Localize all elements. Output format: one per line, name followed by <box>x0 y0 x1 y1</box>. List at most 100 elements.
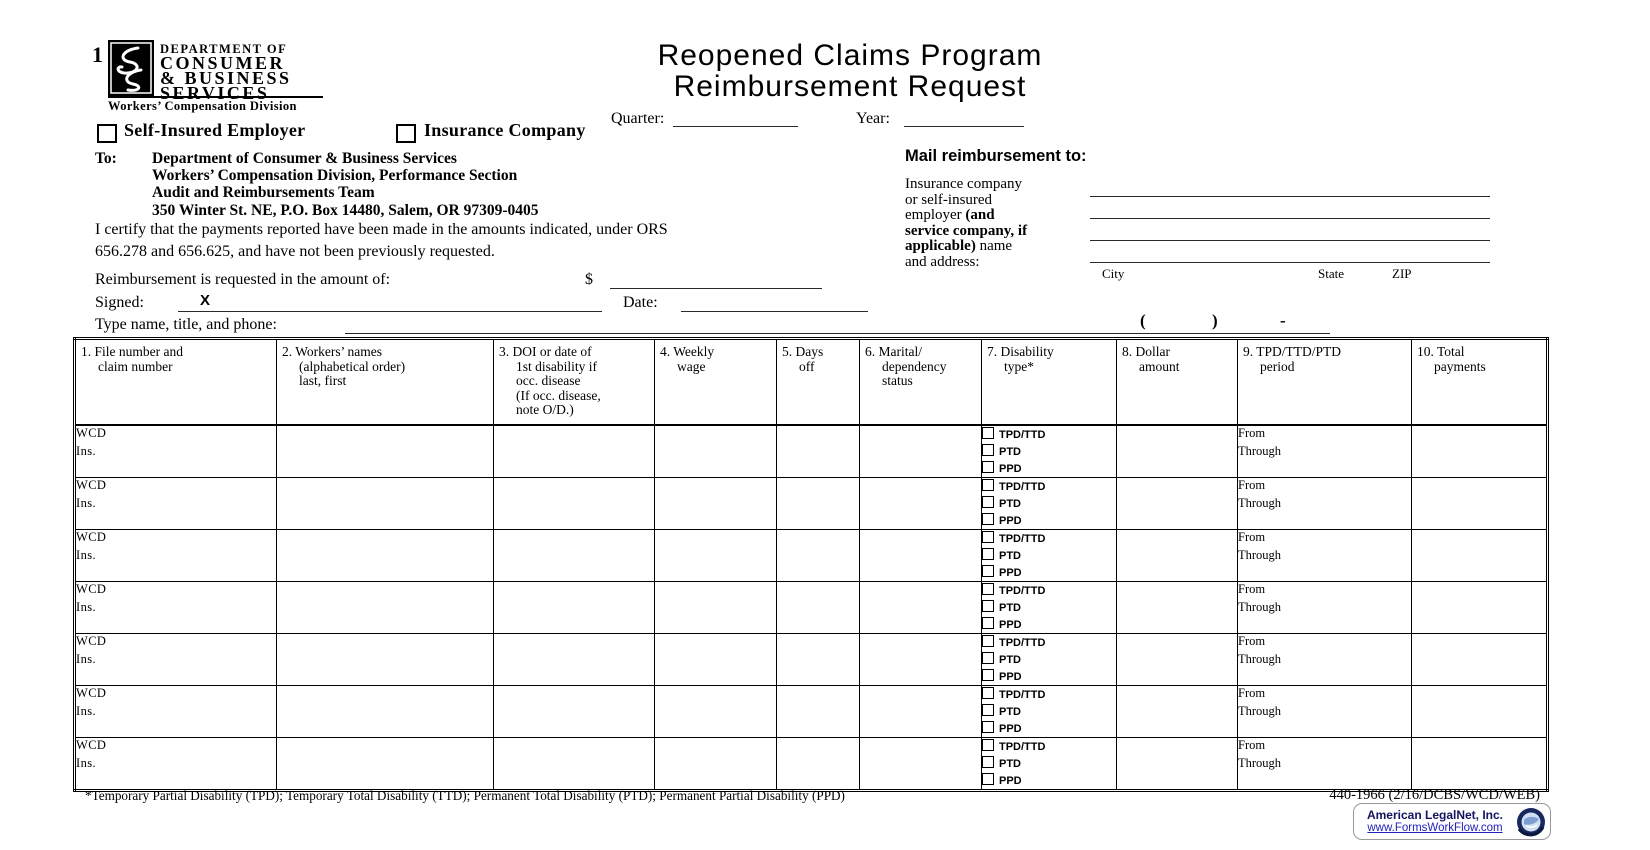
cell-file-number[interactable]: WCD Ins. <box>74 684 277 738</box>
amount-input-line[interactable] <box>610 271 822 289</box>
cell-file-number[interactable]: WCD Ins. <box>74 424 277 478</box>
cell-marital-status[interactable] <box>859 476 982 530</box>
cell-file-number[interactable]: WCD Ins. <box>74 580 277 634</box>
cell-period[interactable]: From Through <box>1237 736 1412 791</box>
tpd-ttd-checkbox[interactable] <box>982 634 994 647</box>
mail-address-line-3[interactable] <box>1090 240 1490 241</box>
year-input-line[interactable] <box>904 126 1024 127</box>
cell-period[interactable]: From Through <box>1237 528 1412 582</box>
cell-days-off[interactable] <box>776 528 860 582</box>
cell-days-off[interactable] <box>776 632 860 686</box>
cell-dollar-amount[interactable] <box>1116 580 1238 634</box>
cell-weekly-wage[interactable] <box>654 528 777 582</box>
ppd-checkbox[interactable] <box>982 616 994 629</box>
ptd-checkbox[interactable] <box>982 599 994 612</box>
cell-weekly-wage[interactable] <box>654 580 777 634</box>
tpd-ttd-checkbox[interactable] <box>982 478 994 491</box>
signature-input-line[interactable] <box>178 294 602 312</box>
cell-dollar-amount[interactable] <box>1116 684 1238 738</box>
cell-total-payments[interactable] <box>1411 476 1548 530</box>
cell-worker-name[interactable] <box>276 528 494 582</box>
tpd-ttd-checkbox[interactable] <box>982 530 994 543</box>
cell-total-payments[interactable] <box>1411 424 1548 478</box>
cell-doi[interactable] <box>493 684 655 738</box>
cell-weekly-wage[interactable] <box>654 632 777 686</box>
tpd-ttd-checkbox[interactable] <box>982 582 994 595</box>
cell-worker-name[interactable] <box>276 736 494 791</box>
tpd-ttd-checkbox[interactable] <box>982 738 994 751</box>
cell-marital-status[interactable] <box>859 684 982 738</box>
through-label: Through <box>1238 443 1282 458</box>
cell-disability-type: TPD/TTD PTD PPD <box>981 632 1117 686</box>
cell-doi[interactable] <box>493 632 655 686</box>
mail-address-line-2[interactable] <box>1090 218 1490 219</box>
ppd-checkbox[interactable] <box>982 720 994 733</box>
ppd-checkbox[interactable] <box>982 668 994 681</box>
cell-period[interactable]: From Through <box>1237 632 1412 686</box>
cell-period[interactable]: From Through <box>1237 580 1412 634</box>
ptd-checkbox[interactable] <box>982 703 994 716</box>
cell-worker-name[interactable] <box>276 476 494 530</box>
cell-period[interactable]: From Through <box>1237 684 1412 738</box>
ppd-checkbox[interactable] <box>982 564 994 577</box>
cell-marital-status[interactable] <box>859 736 982 791</box>
quarter-input-line[interactable] <box>673 126 798 127</box>
cell-days-off[interactable] <box>776 580 860 634</box>
cell-marital-status[interactable] <box>859 528 982 582</box>
cell-file-number[interactable]: WCD Ins. <box>74 528 277 582</box>
cell-marital-status[interactable] <box>859 632 982 686</box>
typename-input-line[interactable] <box>345 316 1330 334</box>
cell-doi[interactable] <box>493 580 655 634</box>
cell-weekly-wage[interactable] <box>654 476 777 530</box>
cell-file-number[interactable]: WCD Ins. <box>74 632 277 686</box>
date-input-line[interactable] <box>681 294 868 312</box>
cell-doi[interactable] <box>493 736 655 791</box>
cell-days-off[interactable] <box>776 684 860 738</box>
ptd-checkbox[interactable] <box>982 547 994 560</box>
cell-days-off[interactable] <box>776 736 860 791</box>
cell-total-payments[interactable] <box>1411 736 1548 791</box>
cell-worker-name[interactable] <box>276 580 494 634</box>
cell-weekly-wage[interactable] <box>654 684 777 738</box>
cell-doi[interactable] <box>493 476 655 530</box>
cell-weekly-wage[interactable] <box>654 736 777 791</box>
cell-dollar-amount[interactable] <box>1116 528 1238 582</box>
cell-worker-name[interactable] <box>276 632 494 686</box>
cell-marital-status[interactable] <box>859 424 982 478</box>
ppd-checkbox[interactable] <box>982 460 994 473</box>
cell-total-payments[interactable] <box>1411 580 1548 634</box>
cell-dollar-amount[interactable] <box>1116 736 1238 791</box>
ptd-checkbox[interactable] <box>982 443 994 456</box>
cell-worker-name[interactable] <box>276 684 494 738</box>
ppd-checkbox[interactable] <box>982 772 994 785</box>
ppd-checkbox[interactable] <box>982 512 994 525</box>
tpd-ttd-checkbox[interactable] <box>982 686 994 699</box>
cell-dollar-amount[interactable] <box>1116 476 1238 530</box>
cell-period[interactable]: From Through <box>1237 476 1412 530</box>
cell-total-payments[interactable] <box>1411 528 1548 582</box>
insurance-company-checkbox[interactable] <box>396 124 416 143</box>
tpd-ttd-checkbox[interactable] <box>982 426 994 439</box>
cell-period[interactable]: From Through <box>1237 424 1412 478</box>
cell-total-payments[interactable] <box>1411 632 1548 686</box>
cell-file-number[interactable]: WCD Ins. <box>74 736 277 791</box>
agency-name-line: & BUSINESS <box>160 68 292 88</box>
cell-worker-name[interactable] <box>276 424 494 478</box>
ptd-checkbox[interactable] <box>982 651 994 664</box>
cell-days-off[interactable] <box>776 476 860 530</box>
cell-weekly-wage[interactable] <box>654 424 777 478</box>
cell-doi[interactable] <box>493 424 655 478</box>
cell-days-off[interactable] <box>776 424 860 478</box>
mail-address-line-4[interactable] <box>1090 262 1490 263</box>
self-insured-checkbox[interactable] <box>97 124 117 143</box>
mail-address-line-1[interactable] <box>1090 196 1490 197</box>
cell-dollar-amount[interactable] <box>1116 632 1238 686</box>
cell-total-payments[interactable] <box>1411 684 1548 738</box>
ptd-checkbox[interactable] <box>982 495 994 508</box>
cell-doi[interactable] <box>493 528 655 582</box>
cell-file-number[interactable]: WCD Ins. <box>74 476 277 530</box>
cell-dollar-amount[interactable] <box>1116 424 1238 478</box>
vendor-url-link[interactable]: www.FormsWorkFlow.com <box>1367 821 1503 834</box>
ptd-checkbox[interactable] <box>982 755 994 768</box>
cell-marital-status[interactable] <box>859 580 982 634</box>
